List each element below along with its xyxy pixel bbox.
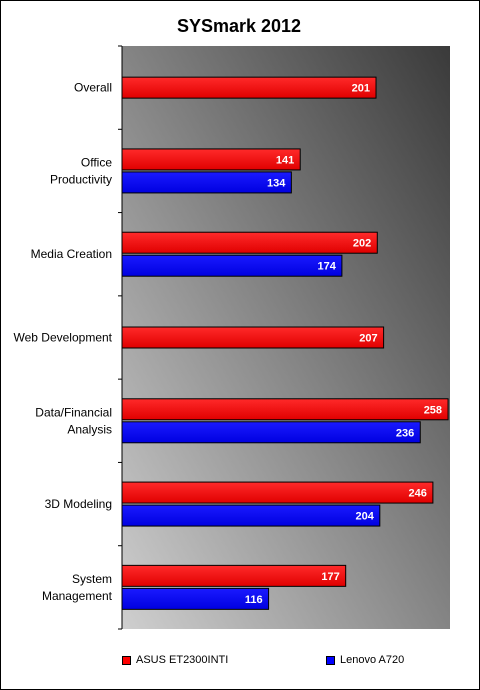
category-label: System Management [42, 572, 113, 603]
data-label: 174 [318, 261, 337, 273]
category-label: 3D Modeling [45, 497, 112, 511]
category-label: Office Productivity [50, 155, 112, 186]
data-label: 177 [321, 571, 339, 583]
bar-lenovo [121, 421, 421, 444]
legend-item-lenovo: Lenovo A720 [326, 654, 404, 666]
bar-lenovo [121, 254, 343, 277]
category-label: Data/Financial Analysis [35, 405, 112, 436]
legend-label-asus: ASUS ET2300INTI [136, 654, 229, 666]
bar-lenovo [121, 504, 381, 527]
data-label: 116 [245, 594, 263, 606]
data-label: 246 [409, 488, 427, 500]
category-label: Web Development [14, 331, 113, 345]
bar-asus [121, 564, 347, 587]
category-label: Media Creation [31, 247, 112, 261]
bar-asus [121, 231, 378, 254]
data-label: 202 [353, 238, 371, 250]
bar-asus [121, 76, 377, 99]
legend: ASUS ET2300INTI Lenovo A720 [0, 650, 478, 670]
bar-asus [121, 148, 301, 171]
bar-lenovo [121, 171, 292, 194]
bar-asus [121, 398, 449, 421]
data-label: 207 [359, 333, 377, 345]
legend-swatch-lenovo [326, 655, 335, 665]
data-label: 141 [276, 154, 294, 166]
data-label: 204 [355, 511, 374, 523]
legend-item-asus: ASUS ET2300INTI [122, 654, 228, 666]
data-label: 236 [396, 427, 414, 439]
chart-title: SYSmark 2012 [176, 16, 302, 36]
data-label: 258 [424, 404, 442, 416]
bar-chart: 201 Overall 141 134 Office Productivity 202 174… [14, 45, 450, 630]
category-label: Overall [74, 81, 112, 95]
data-label: 134 [267, 177, 286, 189]
legend-label-lenovo: Lenovo A720 [340, 654, 405, 666]
data-label: 201 [352, 83, 370, 95]
bar-asus [121, 326, 385, 349]
bar-lenovo [121, 587, 270, 610]
bar-asus [121, 481, 434, 504]
legend-swatch-asus [122, 655, 131, 665]
